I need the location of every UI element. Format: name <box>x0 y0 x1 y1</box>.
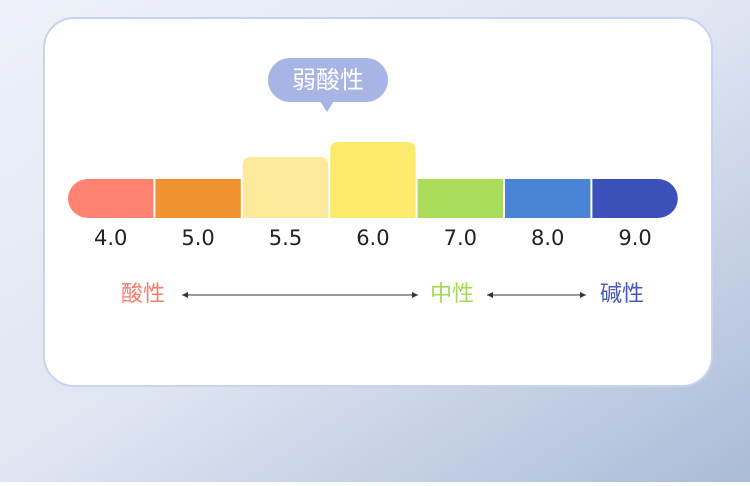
badge <box>268 58 388 102</box>
ph-label: 6.0 <box>356 226 389 250</box>
ph-label: 8.0 <box>531 226 564 250</box>
ph-label: 9.0 <box>618 226 651 250</box>
ph-segment <box>68 179 154 218</box>
badge-text: 弱酸性 <box>292 66 364 94</box>
ph-segment <box>505 179 591 218</box>
base-label: 碱性 <box>600 282 644 307</box>
badge-pointer <box>320 101 334 112</box>
ph-label: 4.0 <box>94 226 127 250</box>
ph-bar: 4.0 5.0 5.5 6.0 7.0 8.0 9.0 <box>68 142 678 250</box>
acid-label: 酸性 <box>121 282 165 307</box>
ph-segment <box>242 157 329 218</box>
ph-segment <box>330 142 416 218</box>
ph-segment <box>417 179 503 218</box>
ph-label: 5.0 <box>181 226 214 250</box>
ph-segment <box>155 179 241 218</box>
ph-label: 7.0 <box>444 226 477 250</box>
neutral-label: 中性 <box>430 282 474 307</box>
ph-label: 5.5 <box>269 226 302 250</box>
ph-segment <box>592 179 678 218</box>
